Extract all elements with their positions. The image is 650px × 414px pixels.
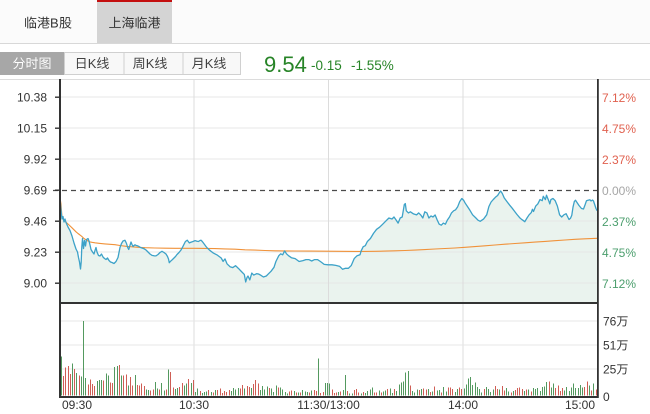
svg-text:15:00: 15:00 [565, 398, 595, 412]
svg-text:25: 25 [603, 363, 617, 377]
svg-text:7.12%: 7.12% [602, 91, 636, 105]
svg-text:9.54: 9.54 [264, 52, 307, 77]
svg-text:4.75%: 4.75% [602, 246, 636, 260]
svg-text:9.46: 9.46 [24, 215, 48, 229]
svg-text:4.75%: 4.75% [602, 122, 636, 136]
svg-text:10.15: 10.15 [17, 122, 47, 136]
svg-text:7.12%: 7.12% [602, 277, 636, 291]
svg-text:2.37%: 2.37% [602, 215, 636, 229]
svg-text:76: 76 [603, 315, 617, 329]
svg-text:B: B [50, 16, 59, 31]
svg-text:0.00%: 0.00% [602, 184, 636, 198]
svg-text:14:00: 14:00 [448, 398, 478, 412]
svg-text:9.92: 9.92 [24, 153, 48, 167]
svg-text:K: K [205, 56, 214, 71]
svg-text:10.38: 10.38 [17, 91, 47, 105]
svg-text:0: 0 [603, 390, 610, 404]
svg-text:10:30: 10:30 [179, 398, 209, 412]
svg-text:09:30: 09:30 [62, 398, 92, 412]
svg-text:11:30/13:00: 11:30/13:00 [297, 398, 360, 412]
svg-text:9.23: 9.23 [24, 246, 48, 260]
svg-text:-0.15: -0.15 [311, 58, 342, 73]
svg-text:-1.55%: -1.55% [351, 58, 394, 73]
svg-text:9.69: 9.69 [24, 184, 48, 198]
svg-text:K: K [88, 56, 97, 71]
svg-text:9.00: 9.00 [24, 277, 48, 291]
svg-text:K: K [146, 56, 155, 71]
svg-text:2.37%: 2.37% [602, 153, 636, 167]
svg-text:51: 51 [603, 339, 617, 353]
